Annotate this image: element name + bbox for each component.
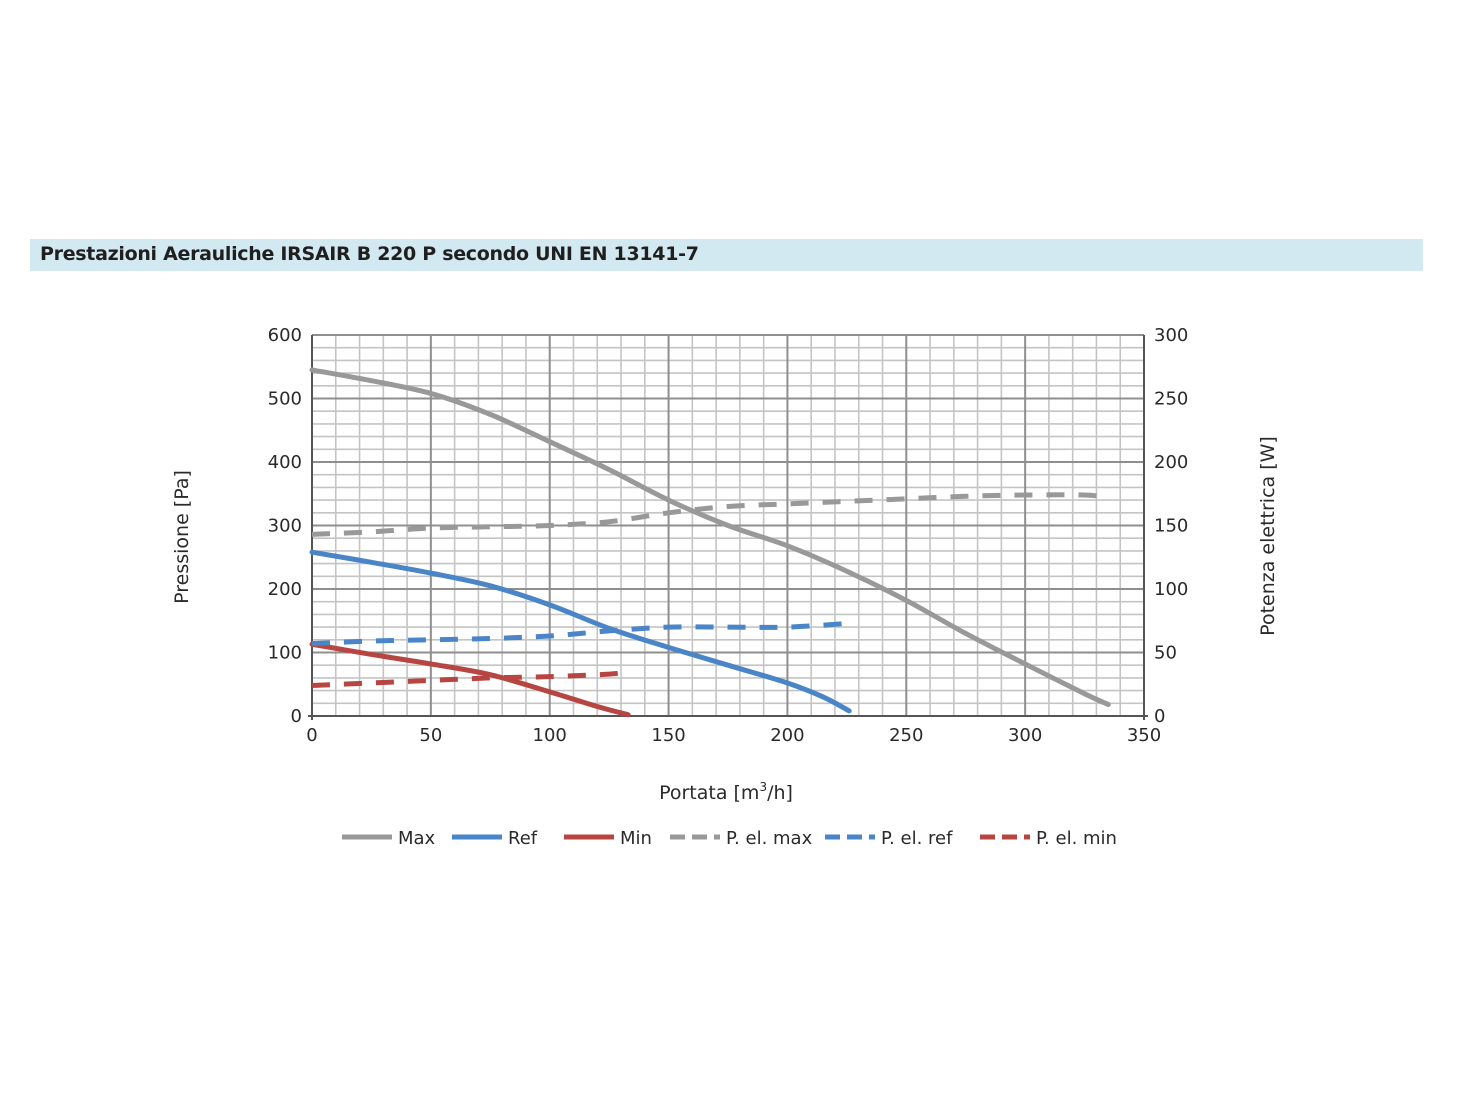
x-tick-label: 100 (533, 725, 567, 746)
y-tick-label: 600 (268, 325, 302, 346)
tick-labels: 0 50 100 150 200 250 300 3500100200300400500600… (268, 325, 1189, 746)
y-tick-label: 500 (268, 389, 302, 410)
series-line-max (309, 367, 1111, 708)
y2-tick-label: 250 (1154, 389, 1188, 410)
legend-label: P. el. min (1036, 828, 1117, 849)
chart-title: Prestazioni Aerauliche IRSAIR B 220 P se… (40, 243, 699, 265)
y2-tick-label: 0 (1154, 706, 1165, 727)
x-tick-label: 150 (651, 725, 685, 746)
x-tick-label: 350 (1127, 725, 1161, 746)
y2-tick-label: 150 (1154, 516, 1188, 537)
legend-label: P. el. max (726, 828, 813, 849)
x-tick-label: 0 (306, 725, 317, 746)
series-layer (309, 367, 1111, 718)
series-line-ref (309, 549, 852, 714)
y-tick-label: 400 (268, 452, 302, 473)
y-axis-label: Pressione [Pa] (171, 470, 193, 604)
y2-tick-label: 50 (1154, 643, 1177, 664)
y2-tick-label: 100 (1154, 579, 1188, 600)
x-tick-label: 250 (889, 725, 923, 746)
legend-label: Min (620, 828, 652, 849)
series-line-p-el-ref (311, 620, 850, 647)
x-axis-label: Portata [m3/h] (659, 780, 793, 804)
x-tick-label: 50 (419, 725, 442, 746)
y-tick-label: 200 (268, 579, 302, 600)
header-bar: Prestazioni Aerauliche IRSAIR B 220 P se… (30, 239, 1423, 271)
y-tick-label: 0 (291, 706, 302, 727)
legend-label: Max (398, 828, 436, 849)
legend-label: P. el. ref (881, 828, 953, 849)
y-tick-label: 300 (268, 516, 302, 537)
axes (308, 335, 1148, 720)
series-line-p-el-min (311, 669, 629, 689)
y2-tick-label: 300 (1154, 325, 1188, 346)
series-line-p-el-max (311, 492, 1109, 537)
y2-tick-label: 200 (1154, 452, 1188, 473)
x-tick-label: 300 (1008, 725, 1042, 746)
x-tick-label: 200 (770, 725, 804, 746)
series-line-min (309, 641, 631, 718)
y-tick-label: 100 (268, 643, 302, 664)
legend-label: Ref (508, 828, 538, 849)
legend: Max Ref Min P. el. max P. el. ref P. el. min (342, 828, 1117, 849)
y2-axis-label: Potenza elettrica [W] (1257, 436, 1279, 636)
